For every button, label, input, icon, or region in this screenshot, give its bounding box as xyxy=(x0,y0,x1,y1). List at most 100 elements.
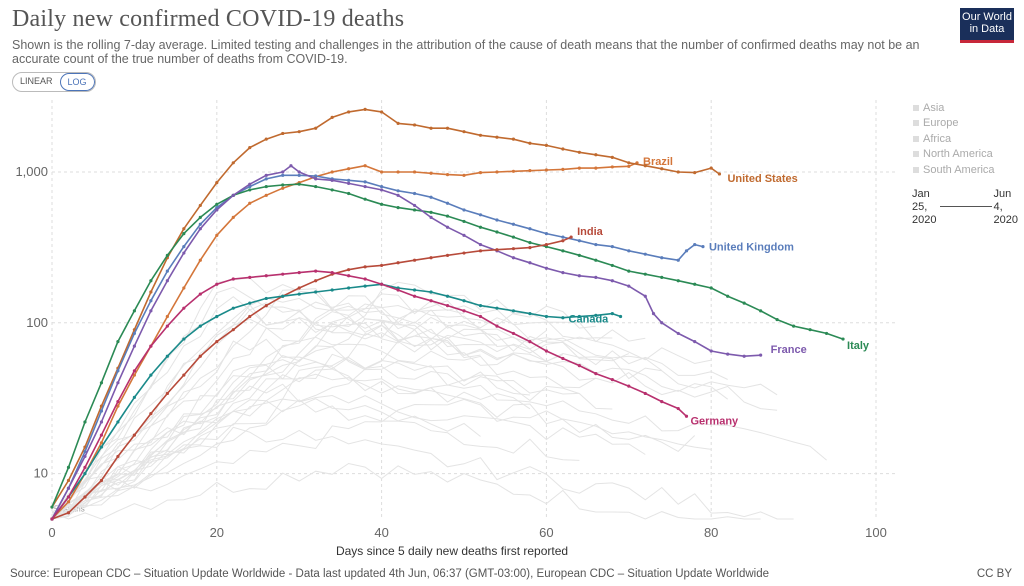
data-point xyxy=(248,201,252,205)
owid-logo[interactable]: Our World in Data xyxy=(960,8,1014,40)
data-point xyxy=(759,353,763,357)
series-line-united-kingdom xyxy=(51,174,704,520)
x-axis-label: Days since 5 daily new deaths first repo… xyxy=(336,544,568,558)
data-point xyxy=(264,274,268,278)
data-point xyxy=(478,225,483,229)
data-point xyxy=(165,391,169,396)
data-point xyxy=(149,309,153,313)
x-tick-label: 20 xyxy=(210,525,224,540)
data-point xyxy=(149,279,153,283)
data-point xyxy=(314,174,318,178)
data-point xyxy=(396,189,400,193)
timeline-end: Jun 4, 2020 xyxy=(994,188,1018,227)
license-link[interactable]: CC BY xyxy=(976,568,1012,580)
data-point xyxy=(231,161,235,165)
background-series-line xyxy=(51,359,827,520)
legend-item[interactable]: Africa xyxy=(913,131,995,147)
data-point xyxy=(380,202,384,206)
data-point xyxy=(511,235,516,239)
data-point xyxy=(248,301,252,305)
data-point xyxy=(380,110,384,114)
data-point xyxy=(248,188,252,192)
data-point xyxy=(495,170,499,174)
data-point xyxy=(478,171,483,175)
scale-toggle[interactable]: LINEAR LOG xyxy=(12,72,96,92)
data-point xyxy=(495,230,499,234)
data-point xyxy=(429,299,433,303)
data-point xyxy=(561,147,565,151)
timeline-track[interactable] xyxy=(940,206,992,207)
data-point xyxy=(264,173,268,177)
series-label: Italy xyxy=(847,340,870,352)
data-point xyxy=(577,364,581,368)
legend-item[interactable]: Europe xyxy=(913,116,995,132)
data-point xyxy=(380,188,384,192)
data-point xyxy=(561,167,565,171)
data-point xyxy=(363,107,367,111)
data-point xyxy=(627,161,631,165)
data-point xyxy=(132,395,136,400)
data-point xyxy=(594,242,598,247)
data-point xyxy=(248,184,252,189)
data-point xyxy=(627,384,631,388)
data-point xyxy=(281,170,285,174)
data-point xyxy=(412,191,417,196)
logo-line1: Our World xyxy=(962,11,1012,23)
data-point xyxy=(281,173,285,177)
data-point xyxy=(297,173,301,177)
data-point xyxy=(544,143,549,148)
log-toggle-button[interactable]: LOG xyxy=(59,73,95,91)
data-point xyxy=(330,115,334,120)
data-point xyxy=(281,186,285,190)
data-point xyxy=(511,222,516,226)
data-point xyxy=(149,290,153,294)
data-point xyxy=(116,454,120,459)
data-point xyxy=(363,277,367,281)
data-point xyxy=(610,165,614,169)
background-series-line xyxy=(51,297,728,520)
data-point xyxy=(709,166,713,170)
data-point xyxy=(264,184,268,189)
data-point xyxy=(495,306,499,310)
region-legend: Asia Europe Africa North America South A… xyxy=(913,100,995,178)
data-point xyxy=(182,232,186,236)
data-point xyxy=(676,279,680,283)
legend-swatch-icon xyxy=(913,166,919,173)
legend-item[interactable]: South America xyxy=(913,162,995,178)
data-point xyxy=(248,146,252,150)
data-point xyxy=(165,324,169,328)
data-point xyxy=(627,249,631,253)
data-point xyxy=(594,153,598,157)
data-point xyxy=(445,173,450,177)
data-point xyxy=(314,184,318,189)
x-tick-label: 60 xyxy=(539,525,553,540)
linear-toggle-button[interactable]: LINEAR xyxy=(20,76,53,86)
data-point xyxy=(478,242,483,247)
data-point xyxy=(231,306,235,310)
data-point xyxy=(380,184,384,189)
data-point xyxy=(165,314,169,319)
data-point xyxy=(66,511,71,515)
data-point xyxy=(248,182,252,186)
data-point xyxy=(198,203,202,208)
data-point xyxy=(610,263,614,268)
data-point xyxy=(116,340,120,344)
data-point xyxy=(83,495,87,499)
data-point xyxy=(429,210,433,214)
data-point xyxy=(66,465,71,469)
background-series-line xyxy=(51,316,778,516)
data-point xyxy=(215,314,219,319)
data-point xyxy=(462,309,466,313)
data-point xyxy=(363,180,367,184)
background-series-line xyxy=(51,318,597,520)
background-series-line xyxy=(51,368,531,520)
data-point xyxy=(132,369,136,373)
data-point xyxy=(478,133,483,137)
data-point xyxy=(231,277,235,281)
data-point xyxy=(215,202,219,206)
data-point xyxy=(165,354,169,358)
legend-item[interactable]: North America xyxy=(913,147,995,163)
data-point xyxy=(429,215,433,219)
legend-item[interactable]: Asia xyxy=(913,100,995,116)
timeline-end-year: 2020 xyxy=(993,214,1018,226)
